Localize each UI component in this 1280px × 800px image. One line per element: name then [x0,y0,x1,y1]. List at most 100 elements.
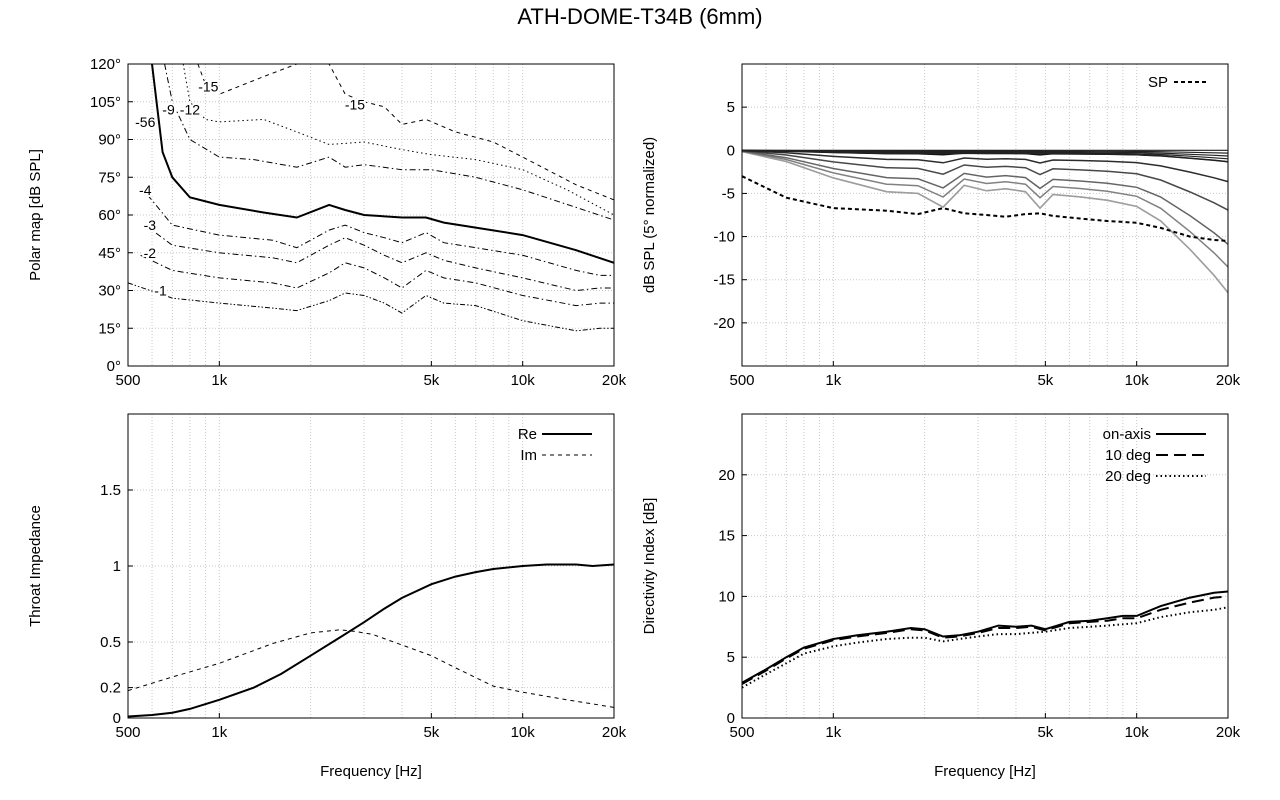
legend-label: SP [1148,74,1168,91]
x-tick-label: 5k [423,724,439,741]
y-tick-label: 0 [727,710,735,727]
y-axis-label: Directivity Index [dB] [641,498,658,635]
y-tick-label: 10 [718,588,735,605]
y-tick-label: 5 [727,649,735,666]
plot-frame [741,63,1229,367]
contour-label: -3 [144,217,157,233]
y-tick-label: 0 [727,142,735,159]
off-axis-curve [741,149,1229,157]
x-tick-label: 500 [729,724,754,741]
contour-label: -15 [198,79,218,95]
y-tick-label: 30° [98,283,121,300]
x-tick-label: 20k [1216,372,1241,389]
series-line-on-axis [741,590,1229,684]
x-tick-label: 500 [115,372,140,389]
off-axis-curve [741,150,1229,294]
off-axis-curve [741,149,1229,163]
y-axis-label: dB SPL (5° normalized) [641,137,658,293]
y-tick-label: 5 [727,99,735,116]
x-tick-label: 1k [211,724,227,741]
contour-line [164,63,615,221]
y-tick-label: -5 [722,185,735,202]
legend-label: 20 deg [1105,468,1151,485]
y-tick-label: 0.5 [100,634,121,651]
y-tick-label: -20 [713,315,735,332]
x-tick-label: 5k [1037,372,1053,389]
x-tick-label: 10k [511,724,536,741]
y-tick-label: 75° [98,169,121,186]
y-tick-label: 15° [98,320,121,337]
off-axis-curve [741,149,1229,154]
contour-label: -9 [162,101,175,117]
off-axis-curve [741,149,1229,183]
y-axis-label: Polar map [dB SPL] [27,149,44,281]
plot-frame [741,413,1229,719]
y-tick-label: 1.5 [100,482,121,499]
y-axis-label: Throat Impedance [27,505,44,627]
off-axis-curve [741,150,1229,268]
contour-label: -4 [139,182,152,198]
legend-label: Im [520,447,537,464]
contour-label: -2 [144,245,157,261]
y-tick-label: 0 [113,710,121,727]
off-axis-curve [741,149,1229,160]
legend-label: on-axis [1103,426,1151,443]
y-tick-label: -15 [713,272,735,289]
contour-label: -15 [345,96,365,112]
y-tick-label: 105° [90,94,121,111]
contour-line [151,63,615,264]
contour-line [127,282,614,332]
off-axis-curve [741,150,1229,245]
x-tick-label: 10k [1125,724,1150,741]
off-axis-curve [741,150,1229,294]
y-tick-label: -10 [713,229,735,246]
x-axis-label: Frequency [Hz] [934,763,1036,780]
y-tick-label: 0.2 [100,680,121,697]
x-tick-label: 500 [115,724,140,741]
x-axis-label: Frequency [Hz] [320,763,422,780]
sp-curve [741,175,1229,242]
legend-label: Re [518,426,537,443]
contour-label: -1 [154,283,167,299]
series-line-re [127,563,615,718]
off-axis-curve [741,150,1229,211]
impedance-chart: 500 1k 5k 10k 20k 0 0.2 0.5 1 1.5 Frequency [Hz] Th… [27,413,627,780]
y-tick-label: 0° [107,358,121,375]
off-axis-curve [741,150,1229,294]
contour-label: -56 [135,114,155,130]
x-tick-label: 20k [602,724,627,741]
contour-label: -12 [180,101,200,117]
x-tick-label: 5k [423,372,439,389]
x-tick-label: 20k [602,372,627,389]
series-line-im [127,629,615,708]
x-tick-label: 10k [511,372,536,389]
y-tick-label: 1 [113,558,121,575]
figure-title: ATH-DOME-T34B (6mm) [517,4,763,29]
x-tick-label: 10k [1125,372,1150,389]
y-tick-label: 60° [98,207,121,224]
polar-chart: 500 1k 5k 10k 20k 0° 15° 30° 45° 60° 75° 90° 105° 120… [27,56,627,389]
y-tick-label: 120° [90,56,121,73]
x-tick-label: 5k [1037,724,1053,741]
plot-frame [127,413,615,719]
plot-frame [127,63,615,367]
series-line-20-deg [741,606,1229,689]
x-tick-label: 500 [729,372,754,389]
x-tick-label: 1k [211,372,227,389]
x-tick-label: 1k [825,724,841,741]
x-tick-label: 1k [825,372,841,389]
di-chart: 500 1k 5k 10k 20k 0 5 10 15 20 Frequency [Hz] Direc… [641,413,1241,780]
contour-line [197,63,615,201]
series-line-10-deg [741,595,1229,685]
y-tick-label: 15 [718,528,735,545]
y-tick-label: 45° [98,245,121,262]
contour-line [140,254,614,307]
contour-line [182,63,615,216]
y-tick-label: 90° [98,132,121,149]
normalized-chart: 500 1k 5k 10k 20k -20 -15 -10 -5 0 5 dB SPL (5° nor… [641,63,1241,389]
legend-label: 10 deg [1105,447,1151,464]
x-tick-label: 20k [1216,724,1241,741]
contour-line [145,224,614,292]
